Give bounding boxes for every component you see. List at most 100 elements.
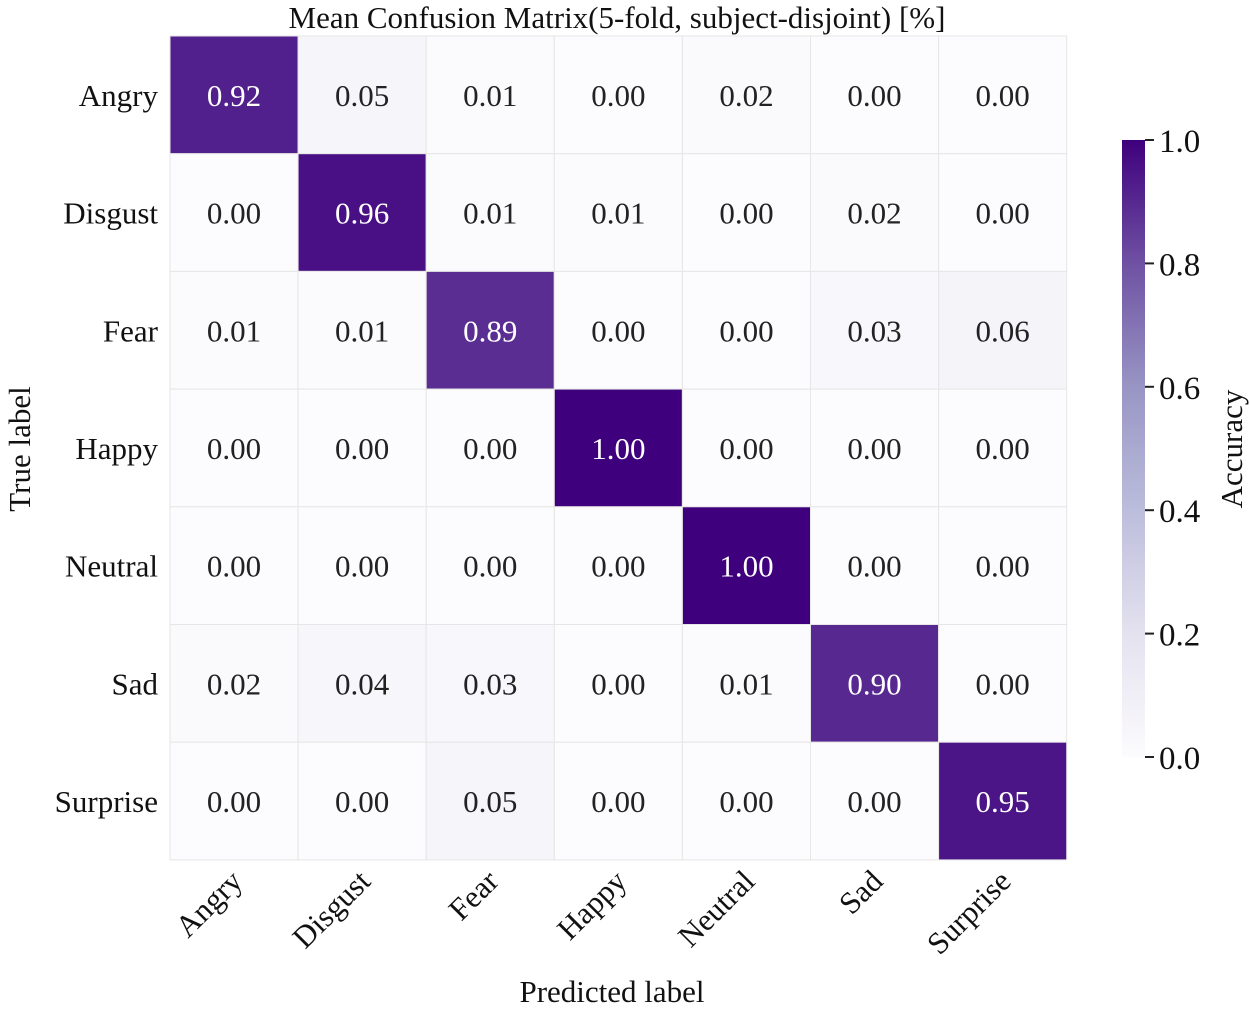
cell-value-label: 0.00 (847, 431, 901, 466)
cell-value-label: 0.00 (719, 196, 773, 231)
heatmap-cell (553, 741, 683, 861)
heatmap-cell (425, 506, 555, 625)
colorbar-tick-label: 0.8 (1159, 247, 1200, 283)
cell-value-label: 0.95 (976, 784, 1030, 819)
heatmap-cell (681, 741, 812, 861)
cell-value-label: 0.00 (976, 78, 1030, 113)
cell-value-label: 0.00 (335, 549, 389, 584)
chart-title: Mean Confusion Matrix(5-fold, subject-di… (289, 0, 946, 35)
cell-value-label: 0.90 (847, 666, 901, 701)
cell-value-label: 0.01 (463, 196, 517, 231)
cell-value-label: 0.00 (591, 78, 645, 113)
cell-value-label: 0.00 (719, 431, 773, 466)
cell-value-label: 0.02 (847, 196, 901, 231)
heatmap-cell (297, 270, 427, 390)
y-tick-label: Disgust (63, 196, 158, 231)
cell-value-label: 0.01 (591, 196, 645, 231)
cell-value-label: 0.00 (463, 431, 517, 466)
heatmap-cell (297, 35, 427, 155)
cell-value-label: 0.92 (207, 78, 261, 113)
cell-value-label: 0.00 (847, 784, 901, 819)
heatmap-cell (553, 388, 683, 508)
cell-value-label: 0.96 (335, 196, 389, 231)
heatmap-cell (169, 270, 299, 390)
colorbar-tick-label: 0.4 (1159, 494, 1200, 530)
heatmap-cell (297, 388, 427, 508)
heatmap-cell (553, 270, 683, 390)
cell-value-label: 0.05 (335, 78, 389, 113)
x-tick-label: Surprise (920, 863, 1018, 961)
cell-value-label: 0.00 (591, 313, 645, 348)
y-tick-labels: Angry Disgust Fear Happy Neutral Sad Surprise (55, 78, 159, 819)
cell-value-label: 0.00 (207, 784, 261, 819)
heatmap-cell (425, 741, 555, 861)
colorbar-tick-label: 1.0 (1159, 124, 1200, 160)
x-axis-label: Predicted label (519, 974, 704, 1009)
cell-value-label: 0.03 (847, 313, 901, 348)
heatmap-cell (553, 624, 683, 743)
heatmap-cell (681, 270, 812, 390)
y-tick-label: Neutral (65, 549, 158, 584)
heatmap-cell (938, 388, 1068, 508)
heatmap-cell (810, 270, 940, 390)
heatmap-cell (169, 153, 299, 272)
cell-value-label: 0.00 (207, 431, 261, 466)
x-tick-label: Neutral (671, 863, 761, 953)
x-tick-label: Sad (832, 863, 890, 921)
heatmap-cells (169, 35, 1068, 861)
cell-value-label: 0.01 (719, 666, 773, 701)
x-tick-label: Angry (168, 863, 249, 944)
cell-value-label: 0.00 (463, 549, 517, 584)
x-tick-labels: Angry Disgust Fear Happy Neutral Sad Surprise (168, 863, 1017, 961)
cell-value-label: 0.00 (719, 784, 773, 819)
cell-value-label: 0.00 (591, 549, 645, 584)
cell-value-label: 0.04 (335, 666, 390, 701)
cell-value-label: 1.00 (719, 549, 773, 584)
colorbar-tick-label: 0.0 (1159, 741, 1200, 777)
cell-value-label: 0.00 (976, 196, 1030, 231)
heatmap-cell (681, 153, 812, 272)
x-tick-label: Disgust (285, 863, 377, 955)
heatmap-cell (169, 624, 299, 743)
heatmap-cell (553, 35, 683, 155)
colorbar-tick-label: 0.2 (1159, 618, 1200, 654)
colorbar: 0.0 0.2 0.4 0.6 0.8 1.0 Accuracy (1122, 124, 1249, 777)
heatmap-cell (681, 624, 812, 743)
colorbar-gradient (1122, 140, 1145, 757)
x-tick-label: Happy (550, 863, 634, 947)
heatmap-cell (938, 624, 1068, 743)
heatmap-cell (938, 741, 1068, 861)
heatmap-cell (938, 270, 1068, 390)
x-tick-label: Fear (441, 863, 505, 927)
y-tick-label: Fear (103, 313, 159, 348)
cell-value-label: 0.89 (463, 313, 517, 348)
colorbar-ticks: 0.0 0.2 0.4 0.6 0.8 1.0 (1145, 124, 1200, 777)
heatmap-cell (425, 624, 555, 743)
cell-value-labels: 0.92 0.05 0.01 0.00 0.02 0.00 0.00 0.00 0.96 0.01… (207, 78, 1030, 819)
cell-value-label: 0.00 (847, 549, 901, 584)
heatmap-cell (810, 35, 940, 155)
heatmap-cell (938, 153, 1068, 272)
cell-value-label: 0.00 (591, 666, 645, 701)
cell-value-label: 0.00 (719, 313, 773, 348)
y-tick-label: Sad (112, 666, 159, 701)
cell-value-label: 0.00 (591, 784, 645, 819)
y-tick-label: Surprise (55, 784, 158, 819)
heatmap-cell (425, 270, 555, 390)
cell-value-label: 0.01 (207, 313, 261, 348)
colorbar-label: Accuracy (1214, 389, 1249, 508)
heatmap-cell (425, 153, 555, 272)
heatmap-cell (169, 35, 299, 155)
cell-value-label: 0.00 (976, 666, 1030, 701)
heatmap-cell (681, 35, 812, 155)
heatmap-cell (169, 388, 299, 508)
cell-value-label: 0.02 (719, 78, 773, 113)
cell-value-label: 0.00 (976, 431, 1030, 466)
y-axis-label: True label (2, 386, 37, 511)
y-tick-label: Angry (79, 78, 159, 113)
cell-value-label: 0.05 (463, 784, 517, 819)
cell-value-label: 0.00 (335, 431, 389, 466)
cell-value-label: 0.00 (335, 784, 389, 819)
heatmap-cell (810, 153, 940, 272)
